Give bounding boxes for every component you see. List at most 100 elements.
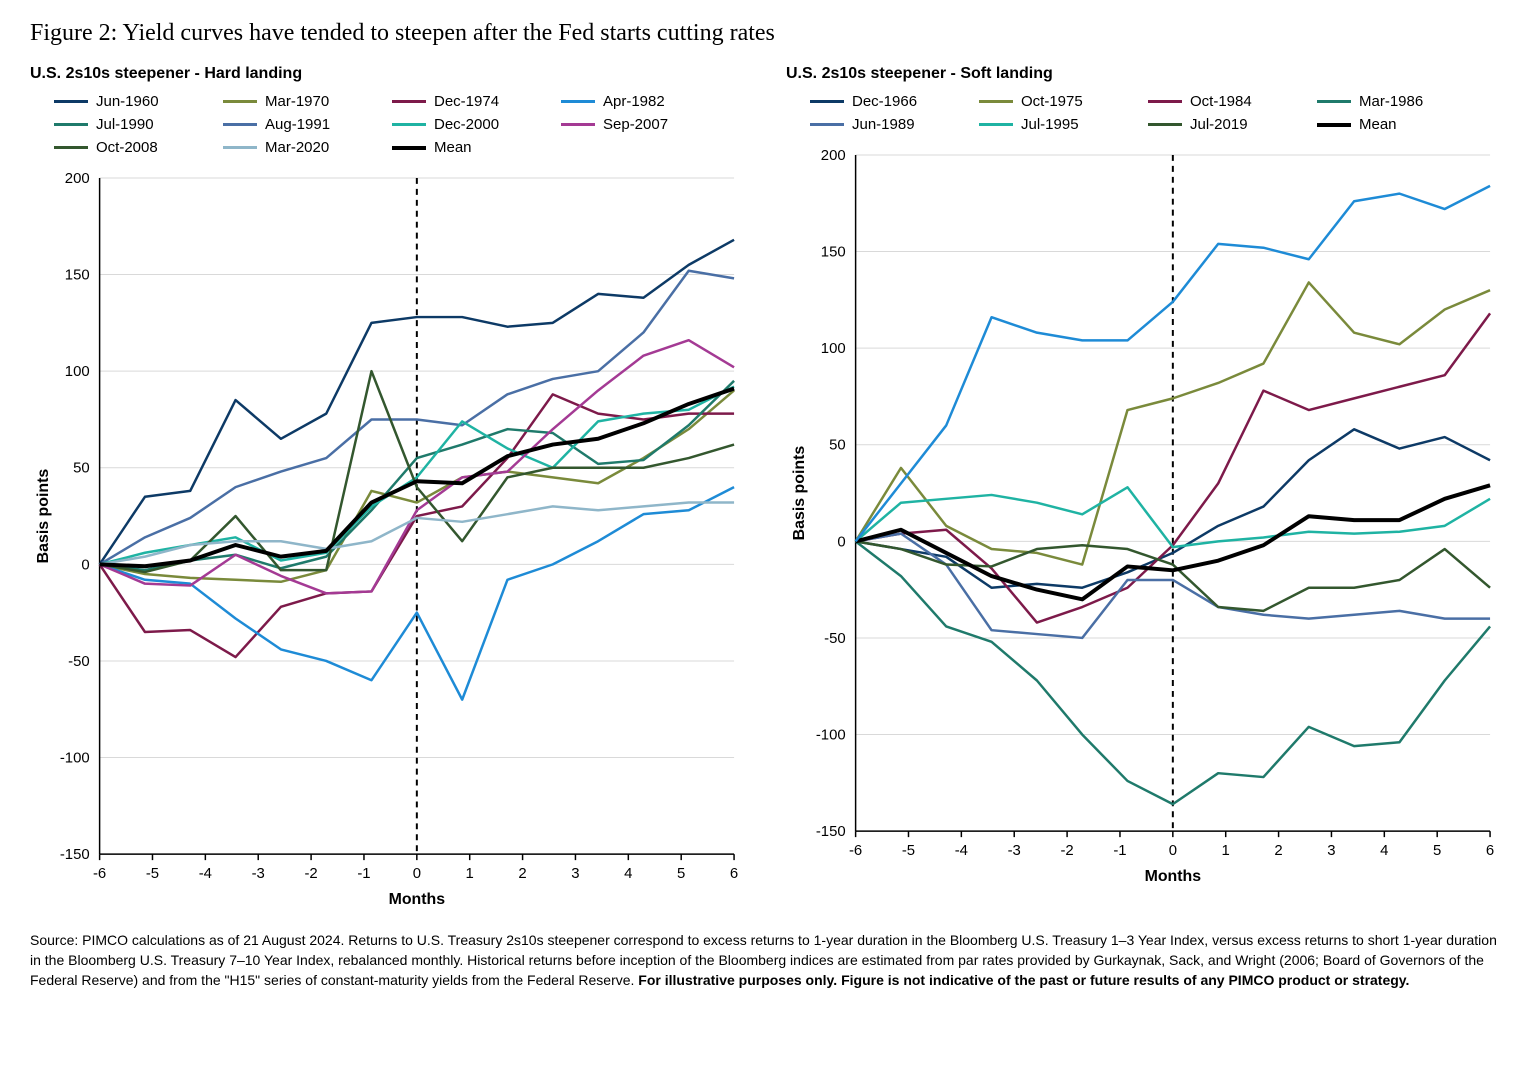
legend-label: Oct-2008 [96, 139, 158, 156]
svg-text:-50: -50 [824, 631, 846, 647]
legend-swatch [1317, 100, 1351, 103]
legend-label: Jun-1960 [96, 93, 159, 110]
svg-text:-100: -100 [60, 751, 90, 767]
legend-item: Mean [392, 139, 553, 156]
legend-item: Mean [1317, 116, 1478, 133]
legend-swatch [810, 100, 844, 103]
svg-text:-6: -6 [849, 843, 862, 859]
svg-text:1: 1 [466, 866, 474, 882]
legend-item: Jul-1990 [54, 116, 215, 133]
legend-item: Mar-1970 [223, 93, 384, 110]
legend-item: Oct-1984 [1148, 93, 1309, 110]
svg-text:-2: -2 [304, 866, 317, 882]
legend-swatch [561, 100, 595, 103]
legend-swatch [392, 123, 426, 126]
legend-swatch [561, 123, 595, 126]
svg-text:0: 0 [413, 866, 421, 882]
svg-text:5: 5 [677, 866, 685, 882]
svg-text:5: 5 [1433, 843, 1441, 859]
legend-label: Dec-2000 [434, 116, 499, 133]
legend-label: Mean [434, 139, 472, 156]
legend-label: Jul-1990 [96, 116, 154, 133]
legend-label: Mar-1986 [1359, 93, 1423, 110]
charts-row: U.S. 2s10s steepener - Hard landing Jun-… [30, 65, 1502, 914]
svg-text:150: 150 [65, 268, 90, 284]
legend-item: Jun-1989 [810, 116, 971, 133]
legend-label: Mean [1359, 116, 1397, 133]
legend-label: Jul-1995 [1021, 116, 1079, 133]
svg-text:6: 6 [1486, 843, 1494, 859]
svg-text:100: 100 [65, 364, 90, 380]
legend-label: Apr-1982 [603, 93, 665, 110]
svg-text:-5: -5 [146, 866, 159, 882]
legend-item: Apr-1982 [561, 93, 722, 110]
legend-swatch [392, 146, 426, 150]
svg-text:-6: -6 [93, 866, 106, 882]
chart-subtitle-hard: U.S. 2s10s steepener - Hard landing [30, 65, 746, 83]
legend-swatch [223, 123, 257, 126]
svg-text:4: 4 [624, 866, 632, 882]
legend-swatch [54, 146, 88, 149]
figure-title: Figure 2: Yield curves have tended to st… [30, 20, 1502, 47]
chart-footnote: Source: PIMCO calculations as of 21 Augu… [30, 930, 1502, 991]
legend-swatch [54, 123, 88, 126]
svg-text:50: 50 [829, 438, 846, 454]
legend-swatch [979, 100, 1013, 103]
svg-text:-3: -3 [1008, 843, 1021, 859]
svg-text:200: 200 [65, 171, 90, 187]
legend-item: Jun-1960 [54, 93, 215, 110]
svg-text:6: 6 [730, 866, 738, 882]
legend-label: Jun-1989 [852, 116, 915, 133]
svg-text:2: 2 [518, 866, 526, 882]
svg-text:Basis points: Basis points [35, 469, 52, 564]
chart-plot-hard: -150-100-50050100150200-6-5-4-3-2-101234… [30, 168, 746, 914]
legend-label: Oct-1975 [1021, 93, 1083, 110]
legend-swatch [223, 146, 257, 149]
legend-swatch [1317, 123, 1351, 127]
legend-label: Aug-1991 [265, 116, 330, 133]
legend-label: Jul-2019 [1190, 116, 1248, 133]
legend-label: Sep-2007 [603, 116, 668, 133]
legend-label: Dec-1974 [434, 93, 499, 110]
legend-label: Oct-1984 [1190, 93, 1252, 110]
legend-label: Dec-1966 [852, 93, 917, 110]
legend-label: Mar-2020 [265, 139, 329, 156]
legend-item: Dec-2000 [392, 116, 553, 133]
svg-text:1: 1 [1222, 843, 1230, 859]
legend-item: Aug-1991 [223, 116, 384, 133]
legend-swatch [54, 100, 88, 103]
legend-swatch [979, 123, 1013, 126]
legend-swatch [810, 123, 844, 126]
svg-text:0: 0 [81, 557, 89, 573]
legend-item: Mar-1986 [1317, 93, 1478, 110]
svg-text:-100: -100 [816, 728, 846, 744]
legend-swatch [223, 100, 257, 103]
chart-panel-hard-landing: U.S. 2s10s steepener - Hard landing Jun-… [30, 65, 746, 914]
legend-item: Jul-2019 [1148, 116, 1309, 133]
legend-label: Mar-1970 [265, 93, 329, 110]
svg-text:Months: Months [1145, 868, 1202, 885]
svg-text:4: 4 [1380, 843, 1388, 859]
svg-text:-3: -3 [252, 866, 265, 882]
svg-text:2: 2 [1274, 843, 1282, 859]
svg-text:-1: -1 [1113, 843, 1126, 859]
chart-plot-soft: -150-100-50050100150200-6-5-4-3-2-101234… [786, 145, 1502, 891]
svg-text:-150: -150 [816, 824, 846, 840]
svg-text:100: 100 [821, 341, 846, 357]
legend-swatch [392, 100, 426, 103]
legend-item: Oct-1975 [979, 93, 1140, 110]
svg-text:-1: -1 [357, 866, 370, 882]
chart-legend-hard: Jun-1960 Mar-1970 Dec-1974 Apr-1982 Jul-1990… [30, 93, 746, 168]
legend-item: Dec-1966 [810, 93, 971, 110]
svg-text:-2: -2 [1060, 843, 1073, 859]
svg-text:Basis points: Basis points [791, 446, 808, 541]
svg-text:150: 150 [821, 245, 846, 261]
legend-item: Sep-2007 [561, 116, 722, 133]
chart-panel-soft-landing: U.S. 2s10s steepener - Soft landing Dec-… [786, 65, 1502, 914]
legend-item: Oct-2008 [54, 139, 215, 156]
svg-text:0: 0 [837, 534, 845, 550]
legend-swatch [1148, 100, 1182, 103]
svg-text:-5: -5 [902, 843, 915, 859]
svg-text:0: 0 [1169, 843, 1177, 859]
svg-text:Months: Months [389, 891, 446, 908]
